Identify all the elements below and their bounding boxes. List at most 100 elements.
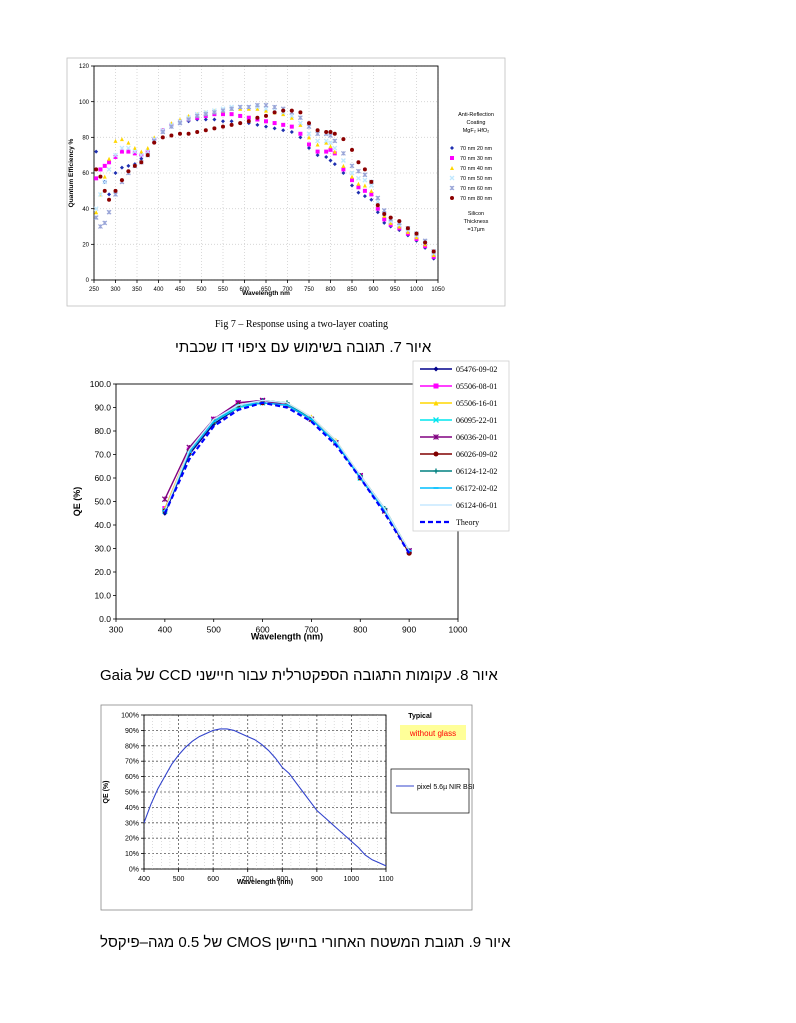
data-point <box>272 121 277 126</box>
data-point <box>341 167 346 172</box>
x-tick-label: 600 <box>255 625 269 635</box>
data-point <box>405 226 410 231</box>
data-point <box>152 140 157 145</box>
y-tick-label: 60% <box>125 774 139 781</box>
data-point <box>356 160 361 165</box>
y-tick-label: 80 <box>82 135 89 141</box>
data-point <box>221 119 225 124</box>
data-point <box>281 122 286 127</box>
plot-frame <box>93 65 439 281</box>
data-point <box>195 129 200 134</box>
data-point <box>161 496 168 503</box>
y-tick-label: 50% <box>125 789 139 796</box>
x-tick-label: 900 <box>402 625 416 635</box>
x-tick-label: 350 <box>132 287 143 293</box>
data-point <box>203 117 208 122</box>
data-point <box>94 176 99 181</box>
data-point <box>178 131 182 136</box>
data-point <box>281 128 286 133</box>
data-point <box>328 133 333 138</box>
data-point <box>263 106 269 112</box>
data-point <box>362 183 367 188</box>
x-tick-label: 950 <box>390 287 401 293</box>
legend-entry: 70 nm 40 nm <box>460 166 493 172</box>
data-point <box>246 119 251 124</box>
data-point <box>255 106 260 111</box>
figure-9-chart: 0% 10% 20% 30% 40% 50% 60% 70% 80% 90% 100% 400 500 6… <box>100 704 474 911</box>
legend-entry: 06036-20-01 <box>456 433 497 442</box>
x-tick-label: 850 <box>347 287 358 293</box>
data-point <box>350 183 354 188</box>
data-point <box>132 151 137 156</box>
data-point <box>362 194 367 199</box>
x-tick-label: 400 <box>153 287 164 293</box>
legend-entry: 70 nm 80 nm <box>460 196 493 202</box>
data-point <box>340 158 346 163</box>
x-tick-label: 1000 <box>449 625 468 635</box>
chart-frame <box>100 704 473 911</box>
data-point <box>132 163 137 168</box>
data-point <box>324 154 329 159</box>
data-point <box>98 174 103 179</box>
data-point <box>382 220 387 225</box>
data-point <box>306 131 312 137</box>
data-point <box>297 120 303 126</box>
data-point <box>264 124 268 129</box>
data-point <box>315 153 320 158</box>
legend-entry: 70 nm 30 nm <box>460 156 493 162</box>
data-point <box>221 112 225 117</box>
x-tick-label: 400 <box>138 876 150 883</box>
data-point <box>414 231 419 236</box>
figure-8-chart: 0.0 10.0 20.0 30.0 40.0 50.0 60.0 70.0 80.0 90.0 1… <box>72 360 510 642</box>
data-point <box>315 149 320 154</box>
x-tick-label: 250 <box>89 287 100 293</box>
data-point <box>203 128 208 133</box>
data-point <box>138 152 144 158</box>
data-point <box>98 224 103 229</box>
data-point <box>289 108 294 113</box>
y-tick-label: 60.0 <box>94 473 111 483</box>
data-point <box>298 135 303 140</box>
y-tick-label: 40% <box>125 805 139 812</box>
data-point <box>423 240 428 245</box>
data-point <box>315 142 320 147</box>
x-tick-label: 300 <box>109 625 123 635</box>
legend-entry: Theory <box>456 518 479 527</box>
x-tick-label: 450 <box>175 287 186 293</box>
legend-marker <box>433 434 439 440</box>
y-tick-label: 30% <box>125 820 139 827</box>
series-line <box>164 399 410 552</box>
data-point <box>113 152 118 158</box>
data-point <box>341 163 346 168</box>
x-axis-label: Wavelength (nm) <box>237 879 293 886</box>
legend-entry: pixel 5.6µ NIR BSI <box>417 784 474 791</box>
x-tick-label: 600 <box>207 876 219 883</box>
legend-entry: 06095-22-01 <box>456 416 497 425</box>
data-point <box>328 140 333 146</box>
data-point <box>362 177 368 183</box>
y-tick-label: 0.0 <box>99 614 111 624</box>
data-point <box>126 149 131 154</box>
data-point <box>362 167 367 172</box>
data-point <box>203 111 209 117</box>
data-point <box>221 124 225 129</box>
y-tick-label: 40 <box>82 207 89 213</box>
x-tick-label: 300 <box>110 287 121 293</box>
data-point <box>119 137 124 142</box>
data-point <box>177 120 183 126</box>
data-point <box>107 197 112 202</box>
legend-entry: 06124-12-02 <box>456 467 497 476</box>
data-point <box>397 224 402 229</box>
x-tick-label: 800 <box>276 876 288 883</box>
data-point <box>102 163 107 168</box>
data-point <box>324 129 329 134</box>
data-point <box>382 212 387 217</box>
data-point <box>328 144 333 149</box>
data-point <box>272 104 278 110</box>
data-point <box>97 191 103 197</box>
data-point <box>93 215 99 221</box>
y-tick-label: 90.0 <box>94 402 111 412</box>
data-point <box>113 171 118 175</box>
data-point <box>388 220 393 225</box>
data-point <box>132 146 137 151</box>
